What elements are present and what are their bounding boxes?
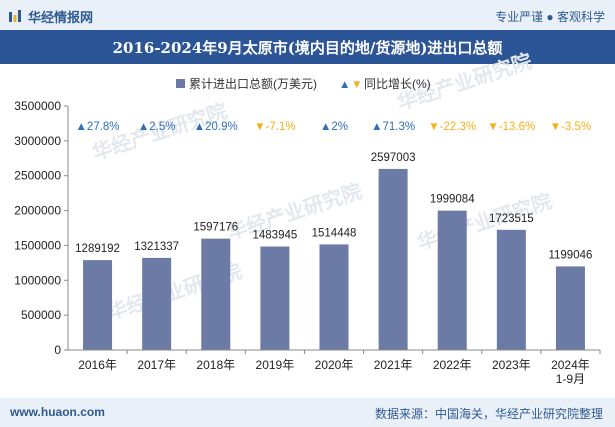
yoy-label: ▲2.5%	[138, 121, 176, 133]
yoy-label: ▲2%	[320, 121, 348, 133]
x-tick-label: 2020年	[315, 358, 354, 372]
y-tick-label: 2500000	[14, 169, 61, 183]
header-bar: 华经情报网 专业严谨 ● 客观科学	[0, 0, 615, 30]
logo-icon	[9, 9, 21, 22]
yoy-label: ▼-13.6%	[487, 121, 535, 133]
y-tick-label: 500000	[21, 308, 61, 322]
y-axis: 0 500000 1000000 1500000 2000000 2500000 30000…	[14, 99, 69, 357]
logo-text: 华经情报网	[28, 10, 94, 25]
bar-value-label: 1999084	[430, 194, 475, 206]
x-tick-label: 2018年	[196, 358, 235, 372]
yoy-label: ▲27.8%	[76, 121, 120, 133]
data-source: 数据来源：中国海关，华经产业研究院整理	[374, 407, 603, 421]
x-tick-label: 2019年	[256, 358, 295, 372]
bar-value-label: 1289192	[75, 243, 120, 255]
bar-value-label: 2597003	[371, 152, 416, 164]
legend-label-total: 累计进出口总额(万美元)	[189, 77, 317, 91]
bar-value-label: 1321337	[134, 241, 179, 253]
yoy-label: ▲71.3%	[371, 121, 415, 133]
y-tick-label: 1500000	[14, 238, 61, 252]
bar-value-label: 1483945	[252, 230, 297, 242]
bars	[83, 168, 585, 350]
bar	[201, 238, 231, 350]
x-tick-label: 2023年	[492, 358, 531, 372]
title-bar: 2016-2024年9月太原市(境内目的地/货源地)进出口总额	[0, 30, 615, 64]
y-tick-label: 3500000	[14, 99, 61, 113]
y-tick-label: 0	[54, 343, 61, 357]
bar	[555, 266, 585, 350]
legend: 累计进出口总额(万美元) ▲ ▼ 同比增长(%)	[176, 77, 431, 91]
x-axis: 2016年 2017年 2018年 2019年 2020年 2021年 2022年 2023年…	[68, 349, 601, 386]
yoy-labels: ▲27.8% ▲2.5% ▲20.9% ▼-7.1% ▲2% ▲71.3% ▼-22.3% ▼…	[76, 121, 592, 133]
bar-value-label: 1723515	[489, 213, 534, 225]
footer-bar: www.huaon.com 数据来源：中国海关，华经产业研究院整理	[0, 398, 615, 427]
y-tick-label: 2000000	[14, 204, 61, 218]
logo: 华经情报网	[8, 7, 93, 26]
x-tick-label: 2017年	[137, 358, 176, 372]
yoy-label: ▲20.9%	[194, 121, 238, 133]
y-tick-label: 3000000	[14, 134, 61, 148]
chart-title: 2016-2024年9月太原市(境内目的地/货源地)进出口总额	[112, 38, 503, 57]
x-tick-label: 2021年	[374, 358, 413, 372]
bar	[142, 257, 172, 350]
bar-value-label: 1514448	[312, 227, 357, 239]
legend-label-yoy: 同比增长(%)	[364, 77, 431, 91]
x-tick-label: 2016年	[78, 358, 117, 372]
value-labels: 1289192 1321337 1597176 1483945 1514448 25970…	[75, 152, 592, 261]
legend-marker-down: ▼	[351, 79, 362, 91]
y-tick-label: 1000000	[14, 273, 61, 287]
legend-swatch-total	[176, 79, 185, 88]
site-url: www.huaon.com	[10, 405, 105, 419]
bar	[83, 260, 113, 350]
bar-value-label: 1199046	[548, 249, 592, 261]
tagline: 专业严谨 ● 客观科学	[495, 10, 605, 24]
x-tick-label: 2022年	[433, 358, 472, 372]
bar	[378, 168, 408, 350]
legend-marker-up: ▲	[339, 79, 350, 91]
yoy-label: ▼-7.1%	[254, 121, 295, 133]
bar	[260, 246, 290, 350]
x-tick-label: 2024年 1-9月	[551, 358, 590, 386]
yoy-label: ▼-3.5%	[550, 121, 591, 133]
bar-value-label: 1597176	[193, 222, 238, 234]
bar	[319, 244, 349, 350]
yoy-label: ▼-22.3%	[428, 121, 476, 133]
bar	[437, 210, 467, 350]
bar	[496, 229, 526, 350]
